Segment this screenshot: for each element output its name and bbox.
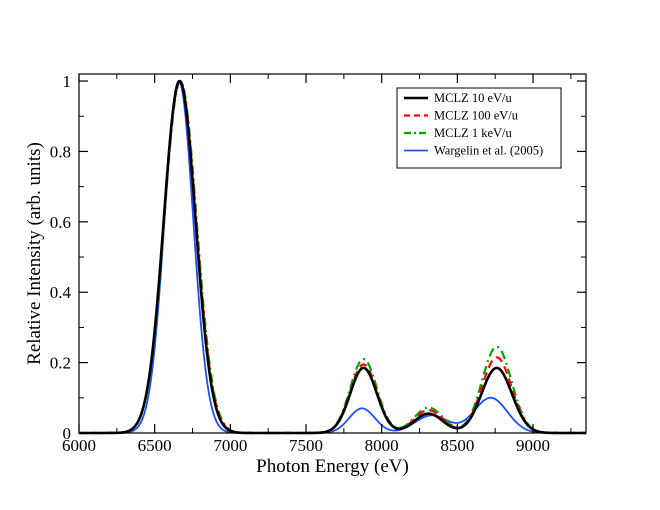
legend-label-1: MCLZ 100 eV/u (434, 109, 519, 123)
y-tick-label: 0.4 (50, 283, 72, 302)
legend-box (396, 87, 562, 169)
x-tick-label: 9000 (516, 436, 550, 455)
y-tick-label: 0.6 (50, 213, 71, 232)
y-tick-label: 0 (63, 424, 72, 443)
series-line-0 (78, 79, 587, 435)
y-axis-title: Relative Intensity (arb. units) (24, 142, 45, 365)
legend: MCLZ 10 eV/u MCLZ 100 eV/u MCLZ 1 keV/u War… (396, 87, 562, 169)
ticks-layer: 6000 6500 7000 7500 8000 8500 9000 0 0.2 0.4 0.6 0.… (50, 72, 586, 455)
x-tick-label: 7500 (289, 436, 323, 455)
x-tick-label: 6500 (138, 436, 172, 455)
y-tick-label: 1 (63, 72, 72, 91)
legend-label-0: MCLZ 10 eV/u (434, 91, 513, 105)
x-axis-title: Photon Energy (eV) (256, 456, 409, 477)
series-line-2 (78, 79, 587, 435)
x-tick-label: 6000 (62, 436, 96, 455)
x-tick-label: 7000 (213, 436, 247, 455)
y-tick-label: 0.2 (50, 354, 71, 373)
x-tick-label: 8000 (365, 436, 399, 455)
legend-label-3: Wargelin et al. (2005) (434, 144, 543, 158)
y-tick-label: 0.8 (50, 142, 71, 161)
plot-frame (78, 73, 587, 434)
legend-label-2: MCLZ 1 keV/u (434, 126, 513, 140)
series-layer (78, 79, 587, 435)
x-tick-label: 8500 (440, 436, 474, 455)
